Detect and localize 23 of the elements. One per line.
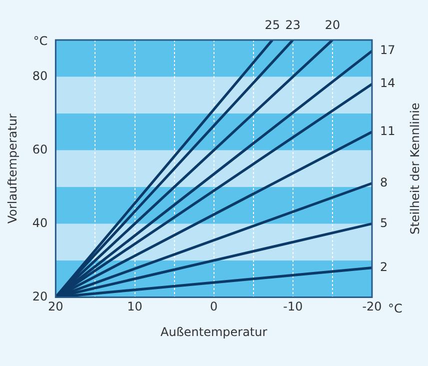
series-label: 23 [285,18,301,32]
series-label: 14 [380,76,396,90]
series-label: 5 [380,216,388,230]
x-tick-label: 10 [127,300,142,314]
text: °C [33,34,48,48]
y-tick-label: 40 [32,216,48,230]
x-axis-title: Außentemperatur [160,324,268,339]
series-label: 8 [380,175,388,190]
series-label: 25 [264,18,280,32]
y-axis-title: Vorlauftemperatur [5,113,20,224]
text: °C [388,301,402,316]
series-label: 17 [380,43,396,58]
y-tick-label: 20 [32,289,48,304]
y-tick-label: 80 [32,68,48,83]
series-label: 20 [324,18,340,32]
y-tick-label: 60 [32,142,48,156]
x-tick-label: -10 [283,300,303,314]
x-tick-label: 20 [48,300,64,314]
series-label: 2 [380,260,388,274]
x-tick-label: -20 [362,300,382,314]
y2-axis-title: Steilheit der Kennlinie [408,102,422,235]
x-tick-label: 0 [210,300,218,314]
series-label: 11 [380,124,396,138]
